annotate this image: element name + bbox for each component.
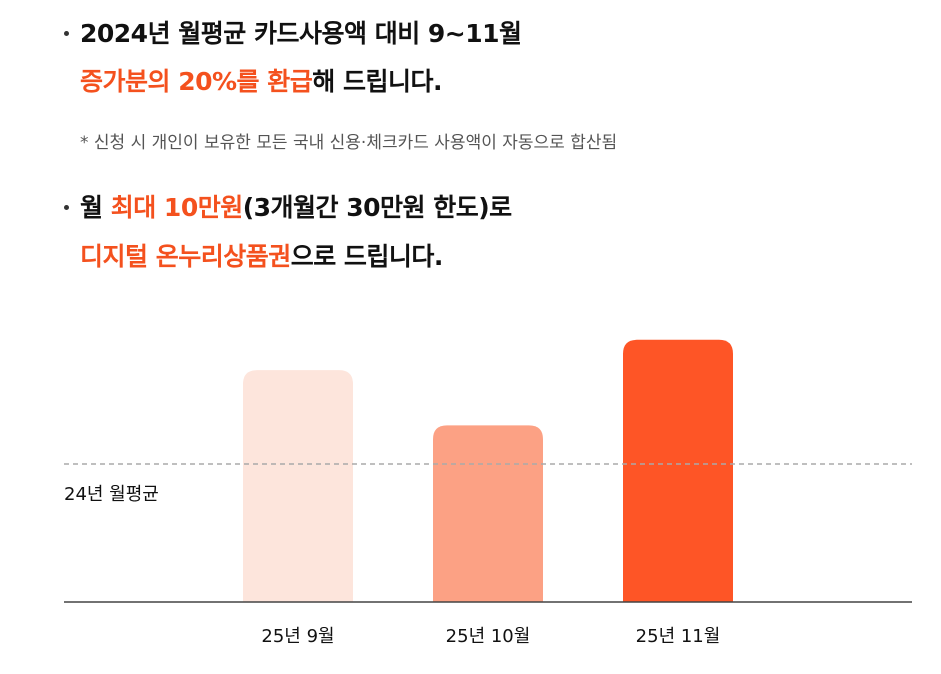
highlight-text: 최대 10만원 (110, 193, 244, 222)
x-tick-label: 25년 11월 (636, 626, 721, 647)
highlight-text: 디지털 온누리상품권 (80, 242, 291, 271)
bullet (64, 31, 69, 36)
text-line: 디지털 온누리상품권으로 드립니다. (80, 237, 443, 273)
text: 2024년 월평균 카드사용액 대비 9~11월 (80, 19, 522, 48)
bullet (64, 205, 69, 210)
x-tick-label: 25년 10월 (446, 626, 531, 647)
text-line: 2024년 월평균 카드사용액 대비 9~11월 (80, 14, 522, 50)
note: * 신청 시 개인이 보유한 모든 국내 신용·체크카드 사용액이 자동으로 합… (80, 133, 618, 153)
text: (3개월간 30만원 한도)로 (242, 193, 512, 222)
reference-label: 24년 월평균 (64, 484, 159, 505)
text: 해 드립니다. (312, 67, 442, 96)
text: 으로 드립니다. (290, 242, 444, 271)
bar (433, 425, 543, 602)
bar (243, 370, 353, 602)
text-line: 월 최대 10만원(3개월간 30만원 한도)로 (80, 188, 512, 224)
x-tick-label: 25년 9월 (261, 626, 334, 647)
text: 월 (80, 193, 111, 222)
highlight-text: 증가분의 20%를 환급 (80, 67, 313, 96)
bar (623, 339, 733, 602)
text-line: 증가분의 20%를 환급해 드립니다. (80, 62, 442, 98)
